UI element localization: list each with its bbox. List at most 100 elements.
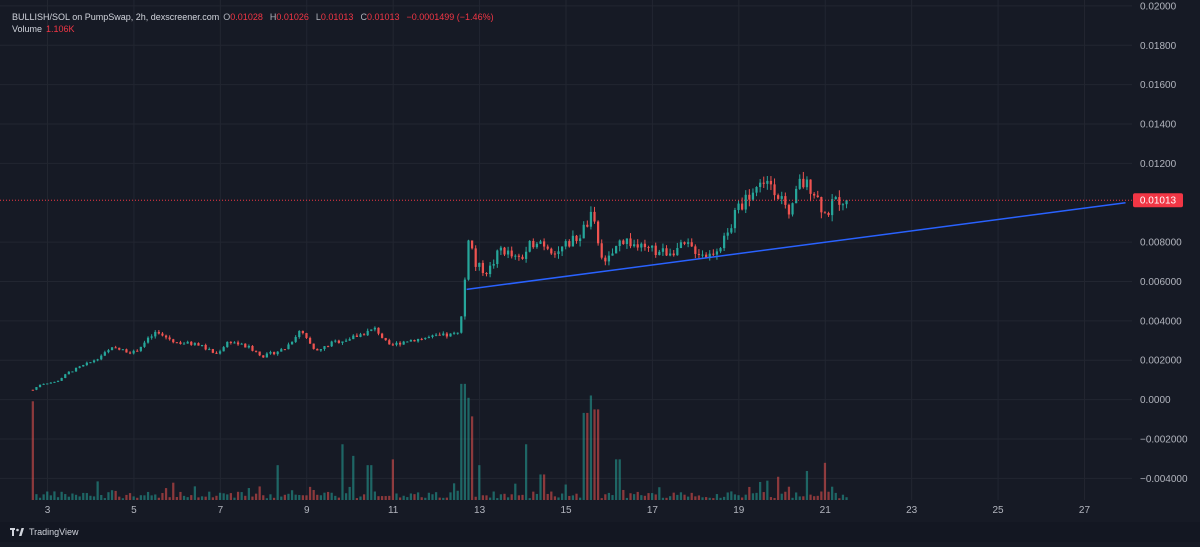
volume-bar [46,491,49,500]
volume-bar [164,488,168,500]
volume-bar [341,444,344,500]
volume-bar [330,492,333,500]
volume-bar [795,492,798,500]
candle-body [236,342,240,345]
volume-bar [539,474,542,500]
volume-bar [402,495,405,500]
volume-bar [438,497,441,500]
tradingview-brand[interactable]: TradingView [29,527,79,537]
volume-bar [384,496,387,500]
volume-bar [481,495,485,500]
volume-bar [168,497,171,500]
y-tick-label: 0.002000 [1140,356,1182,367]
symbol-title[interactable]: BULLISH/SOL on PumpSwap, 2h, dexscreener… [12,12,220,22]
volume-bar [553,496,557,500]
candle-body [92,360,96,363]
candle-body [488,265,492,275]
volume-bar [485,495,488,500]
y-tick-label: −0.004000 [1140,474,1188,485]
candle-body [161,333,164,336]
trendline [466,202,1126,291]
volume-bar [150,495,153,500]
candle-body [600,243,603,258]
candle-body [290,341,294,345]
chart-legend: BULLISH/SOL on PumpSwap, 2h, dexscreener… [12,11,497,35]
candle-body [402,341,405,345]
candle-body [773,184,776,196]
volume-bar [110,490,114,500]
candle-body [31,389,34,391]
volume-bar [697,495,701,500]
volume-bar [532,491,535,500]
volume-bar [298,495,301,500]
volume-bar [82,492,85,500]
candle-body [254,350,258,352]
tradingview-logo-icon[interactable] [10,528,24,536]
candle-body [96,359,99,361]
low-label: L [315,12,321,22]
candle-body [60,377,63,381]
candle-body [672,253,675,256]
volume-bar [524,444,528,500]
candle-body [528,241,531,252]
volume-bar [272,497,276,500]
candle-body [629,238,632,247]
candle-body [481,262,485,273]
candle-body [615,246,618,254]
volume-bar [265,498,268,500]
candle-body [679,242,683,249]
candle-body [654,245,657,256]
candle-body [53,381,56,383]
candle-body [326,346,330,348]
footer-bar: TradingView [0,522,1200,542]
volume-bar [283,494,286,500]
candle-body [380,333,384,338]
x-tick-label: 27 [1079,505,1091,516]
y-tick-label: 0.01200 [1140,159,1177,170]
candle-body [388,340,391,345]
candle-body [341,341,344,343]
volume-bar [85,493,88,500]
volume-bar [355,498,358,500]
volume-bar [182,495,186,500]
volume-bar [661,497,665,500]
volume-bar [791,497,794,500]
volume-bar [193,486,196,500]
volume-bar [301,495,304,500]
candle-body [557,251,560,255]
volume-bar [175,496,178,500]
x-tick-label: 15 [560,505,572,516]
candle-body [118,347,121,350]
volume-bar [308,486,312,500]
volume-bar [503,493,506,500]
candle-body [344,340,348,342]
x-tick-label: 17 [647,505,659,516]
candle-body [452,332,456,334]
candle-body [625,238,629,244]
volume-bar [571,495,575,500]
candle-body [377,327,380,334]
volume-bar [809,494,812,500]
candle-body [723,235,726,249]
x-tick-label: 7 [218,505,224,516]
candle-body [834,197,837,200]
x-tick-label: 11 [388,505,399,516]
volume-bar [560,493,564,500]
candle-body [560,246,564,252]
x-tick-label: 25 [992,505,1004,516]
candle-body [568,241,571,247]
candle-body [334,340,337,342]
candle-body [211,349,214,353]
candle-body [294,337,297,342]
candle-body [121,349,124,351]
candle-body [200,344,204,346]
candle-body [546,246,549,249]
volume-bar [452,483,456,500]
candle-body [640,243,643,248]
candle-body [766,180,769,184]
volume-label[interactable]: Volume [12,24,43,34]
volume-bar [759,481,762,500]
candle-body [553,253,557,255]
